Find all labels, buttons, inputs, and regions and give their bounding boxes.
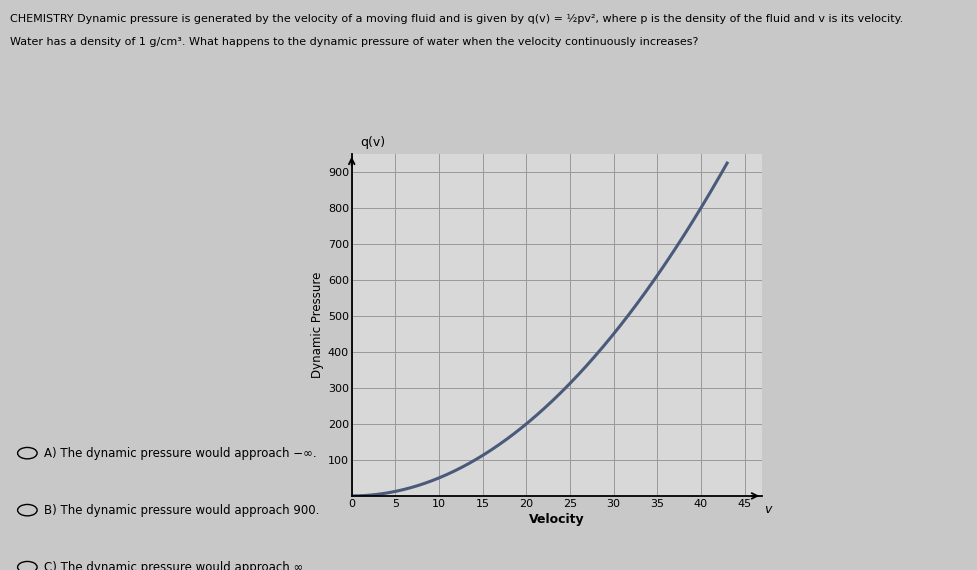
Text: C) The dynamic pressure would approach ∞.: C) The dynamic pressure would approach ∞… <box>44 561 307 570</box>
Text: B) The dynamic pressure would approach 900.: B) The dynamic pressure would approach 9… <box>44 504 319 516</box>
Text: A) The dynamic pressure would approach −∞.: A) The dynamic pressure would approach −… <box>44 447 317 459</box>
Text: v: v <box>764 503 772 516</box>
Text: CHEMISTRY Dynamic pressure is generated by the velocity of a moving fluid and is: CHEMISTRY Dynamic pressure is generated … <box>10 14 903 25</box>
Text: Water has a density of 1 g/cm³. What happens to the dynamic pressure of water wh: Water has a density of 1 g/cm³. What hap… <box>10 37 699 47</box>
Y-axis label: Dynamic Pressure: Dynamic Pressure <box>311 272 323 378</box>
X-axis label: Velocity: Velocity <box>530 513 584 526</box>
Text: q(v): q(v) <box>360 136 385 149</box>
